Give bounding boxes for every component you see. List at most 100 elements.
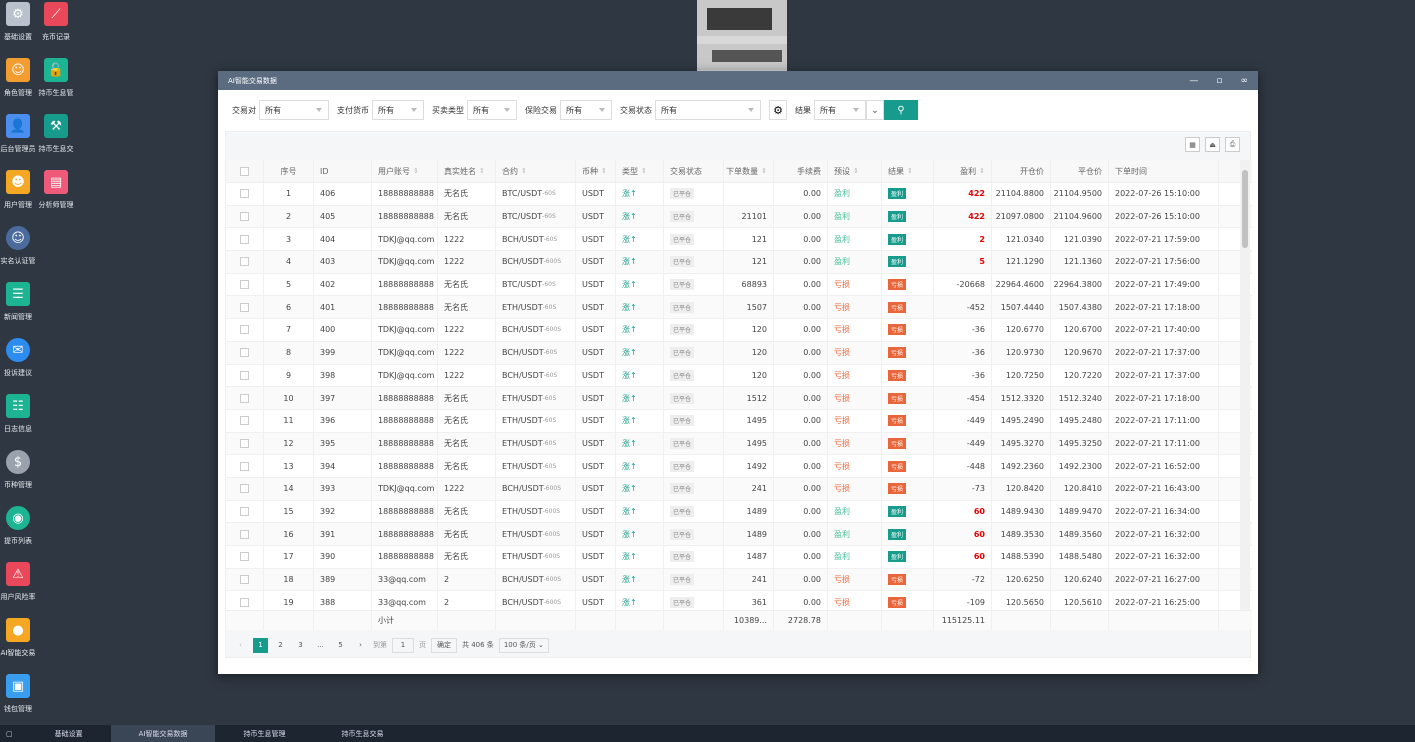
row-checkbox[interactable] (226, 523, 264, 545)
sort-icon[interactable]: ⇕ (479, 167, 485, 175)
desktop-icon-5[interactable]: ⚒ 持币生息交 (24, 114, 88, 154)
settings-gear-icon[interactable]: ⚙ (769, 100, 787, 120)
side-select[interactable]: 所有 (467, 100, 517, 120)
row-checkbox[interactable] (226, 183, 264, 205)
table-row[interactable]: 15 392 18888888888 无名氏 ETH/USDT -600S USDT 涨↑ 已平… (226, 500, 1252, 524)
table-row[interactable]: 5 402 18888888888 无名氏 BTC/USDT -60S USDT 涨↑ 已平仓 6… (226, 273, 1252, 297)
desktop-icon-14[interactable]: ⚠ 用户风险率 (0, 562, 50, 602)
row-checkbox[interactable] (226, 500, 264, 523)
row-checkbox[interactable] (226, 387, 264, 409)
desktop-icon-3[interactable]: 🔓 持币生息管 (24, 58, 88, 98)
page-input[interactable]: 1 (392, 637, 414, 653)
sort-icon[interactable]: ⇕ (853, 167, 859, 175)
desktop-icon-0[interactable]: ⚙ 基础设置 (0, 2, 50, 42)
search-button[interactable]: ⚲ (884, 100, 918, 120)
chevron-down-icon[interactable]: ⌄ (866, 100, 884, 120)
row-checkbox[interactable] (226, 568, 264, 591)
status-select[interactable]: 所有 (655, 100, 761, 120)
taskbar-item-staking-mgmt[interactable]: 持币生息管理 (243, 729, 286, 738)
pair-select[interactable]: 所有 (259, 100, 329, 120)
desktop-icon-2[interactable]: ☺ 角色管理 (0, 58, 50, 98)
desktop-icon-7[interactable]: ▤ 分析师管理 (24, 170, 88, 210)
desktop-icon-label: 投诉建议 (4, 369, 32, 377)
row-checkbox[interactable] (226, 205, 264, 228)
table-row[interactable]: 17 390 18888888888 无名氏 ETH/USDT -600S USDT 涨↑ 已平… (226, 546, 1252, 569)
table-row[interactable]: 11 396 18888888888 无名氏 ETH/USDT -60S USDT 涨↑ 已平仓… (226, 409, 1252, 433)
row-checkbox[interactable] (226, 591, 264, 614)
row-checkbox[interactable] (226, 341, 264, 364)
row-checkbox[interactable] (226, 273, 264, 296)
desktop-icon-13[interactable]: ◉ 提币列表 (0, 506, 50, 546)
desktop-icon-1[interactable]: ⟋ 充币记录 (24, 2, 88, 42)
row-checkbox[interactable] (226, 251, 264, 273)
page-size-select[interactable]: 100 条/页 ⌄ (498, 637, 549, 653)
desktop-icon-9[interactable]: ☰ 新闻管理 (0, 282, 50, 322)
table-row[interactable]: 9 398 TDKJ@qq.com 1222 BCH/USDT -60S USDT 涨↑ 已平仓… (226, 364, 1252, 388)
row-account: 18888888888 (372, 455, 438, 477)
table-row[interactable]: 7 400 TDKJ@qq.com 1222 BCH/USDT -600S USDT 涨↑ 已平… (226, 319, 1252, 342)
columns-icon[interactable]: ▦ (1185, 137, 1200, 152)
result-select[interactable]: 所有 (814, 100, 866, 120)
page-2[interactable]: 2 (278, 641, 283, 649)
row-type: 涨↑ (616, 591, 664, 614)
desktop-icon-12[interactable]: $ 币种管理 (0, 450, 50, 490)
window-titlebar[interactable]: AI智能交易数据 — ▫ ∞ (218, 71, 1258, 90)
page-3[interactable]: 3 (298, 641, 303, 649)
sort-icon[interactable]: ⇕ (413, 167, 419, 175)
desktop-icon-16[interactable]: ▣ 钱包管理 (0, 674, 50, 714)
table-row[interactable]: 8 399 TDKJ@qq.com 1222 BCH/USDT -60S USDT 涨↑ 已平仓… (226, 341, 1252, 365)
row-checkbox[interactable] (226, 409, 264, 432)
row-checkbox[interactable] (226, 319, 264, 341)
sort-icon[interactable]: ⇕ (601, 167, 607, 175)
row-checkbox[interactable] (226, 296, 264, 319)
currency-select[interactable]: 所有 (372, 100, 424, 120)
desktop-icon-6[interactable]: ☻ 用户管理 (0, 170, 50, 210)
row-status: 已平仓 (664, 546, 724, 568)
table-row[interactable]: 18 389 33@qq.com 2 BCH/USDT -600S USDT 涨↑ 已平仓 241… (226, 568, 1252, 592)
sort-icon[interactable]: ⇕ (761, 167, 767, 175)
insurance-select[interactable]: 所有 (560, 100, 612, 120)
sort-icon[interactable]: ⇕ (521, 167, 527, 175)
sort-icon[interactable]: ⇕ (979, 167, 985, 175)
table-row[interactable]: 16 391 18888888888 无名氏 ETH/USDT -600S USDT 涨↑ 已平… (226, 523, 1252, 546)
row-checkbox[interactable] (226, 228, 264, 251)
sort-icon[interactable]: ⇕ (641, 167, 647, 175)
row-checkbox[interactable] (226, 364, 264, 387)
row-preset: 亏损 (828, 591, 882, 614)
desktop-icon-8[interactable]: ☺ 实名认证管 (0, 226, 50, 266)
taskbar-item-staking-trade[interactable]: 持币生息交易 (341, 729, 384, 738)
page-5[interactable]: 5 (338, 641, 343, 649)
maximize-icon[interactable]: ▫ (1216, 75, 1223, 86)
taskbar-item-basic-settings[interactable]: 基础设置 (54, 729, 83, 738)
table-row[interactable]: 12 395 18888888888 无名氏 ETH/USDT -60S USDT 涨↑ 已平仓… (226, 432, 1252, 456)
next-page-icon[interactable]: › (359, 641, 362, 649)
desktop-icon-4[interactable]: 👤 后台管理员 (0, 114, 50, 154)
taskbar-item-ai-trade-data[interactable]: AI智能交易数据 (110, 725, 216, 742)
export-icon[interactable]: ⏏ (1205, 137, 1220, 152)
page-1[interactable]: 1 (253, 637, 268, 653)
table-row[interactable]: 14 393 TDKJ@qq.com 1222 BCH/USDT -600S USDT 涨↑ 已… (226, 477, 1252, 501)
row-checkbox[interactable] (226, 477, 264, 500)
table-row[interactable]: 6 401 18888888888 无名氏 ETH/USDT -60S USDT 涨↑ 已平仓 1… (226, 296, 1252, 320)
row-checkbox[interactable] (226, 455, 264, 477)
table-row[interactable]: 4 403 TDKJ@qq.com 1222 BCH/USDT -600S USDT 涨↑ 已平… (226, 251, 1252, 274)
vertical-scrollbar[interactable] (1240, 160, 1250, 610)
desktop-icon-10[interactable]: ✉ 投诉建议 (0, 338, 50, 378)
desktop-icon-11[interactable]: ☷ 日志信息 (0, 394, 50, 434)
table-row[interactable]: 2 405 18888888888 无名氏 BTC/USDT -60S USDT 涨↑ 已平仓 2… (226, 205, 1252, 229)
table-row[interactable]: 10 397 18888888888 无名氏 ETH/USDT -60S USDT 涨↑ 已平仓… (226, 387, 1252, 410)
row-checkbox[interactable] (226, 432, 264, 455)
table-row[interactable]: 3 404 TDKJ@qq.com 1222 BCH/USDT -60S USDT 涨↑ 已平仓… (226, 228, 1252, 252)
table-row[interactable]: 1 406 18888888888 无名氏 BTC/USDT -60S USDT 涨↑ 已平仓 0… (226, 183, 1252, 206)
start-icon[interactable]: ▢ (6, 729, 13, 738)
table-row[interactable]: 13 394 18888888888 无名氏 ETH/USDT -60S USDT 涨↑ 已平仓… (226, 455, 1252, 478)
restore-icon[interactable]: ∞ (1240, 75, 1249, 86)
sort-icon[interactable]: ⇕ (907, 167, 913, 175)
minimize-icon[interactable]: — (1189, 75, 1199, 86)
desktop-icon-15[interactable]: ● AI智能交易 (0, 618, 50, 658)
print-icon[interactable]: ⎙ (1225, 137, 1240, 152)
row-checkbox[interactable] (226, 546, 264, 568)
select-all-checkbox[interactable] (226, 160, 264, 182)
confirm-button[interactable]: 确定 (431, 637, 457, 653)
prev-page-icon[interactable]: ‹ (239, 641, 242, 649)
